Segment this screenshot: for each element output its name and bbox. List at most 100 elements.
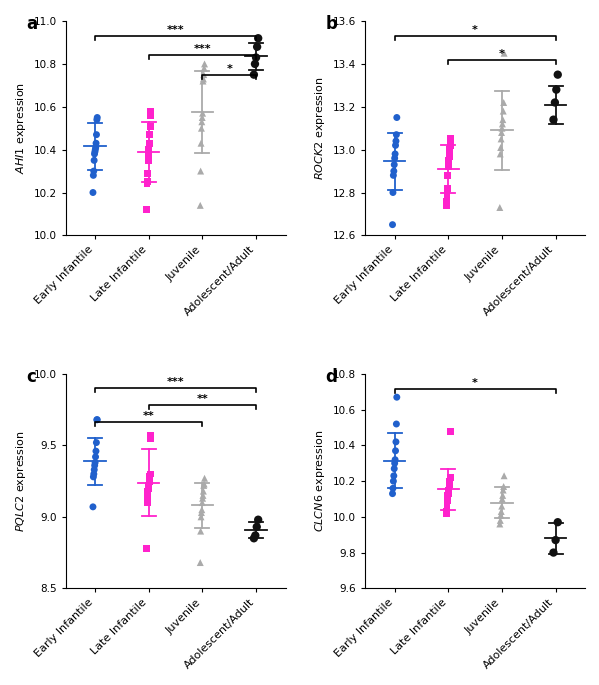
Point (91, 138, 101, 149)
Point (390, 458, 400, 469)
Point (196, 138, 206, 149)
Point (249, 69, 259, 80)
Point (198, 75, 208, 86)
Point (496, 510, 506, 521)
Point (549, 114, 558, 125)
Point (391, 140, 400, 151)
Point (145, 129, 155, 140)
Point (441, 200, 451, 211)
Point (142, 543, 152, 553)
Point (89, 166, 98, 177)
Point (196, 525, 205, 536)
Point (392, 112, 401, 123)
Point (389, 463, 399, 474)
Point (391, 445, 400, 456)
Point (198, 112, 207, 123)
Point (392, 392, 401, 403)
Point (499, 481, 509, 492)
Point (443, 170, 453, 181)
Point (495, 515, 505, 526)
Point (500, 48, 509, 59)
Point (498, 484, 508, 495)
Point (91, 446, 101, 457)
Point (198, 497, 207, 508)
Text: *: * (472, 25, 478, 35)
Point (442, 196, 452, 207)
Y-axis label: $\it{PQLC2}$ expression: $\it{PQLC2}$ expression (14, 430, 28, 532)
Point (90, 457, 100, 468)
Point (250, 530, 260, 541)
Point (196, 123, 206, 134)
Point (88, 501, 98, 512)
Point (90, 147, 99, 158)
Point (442, 506, 452, 517)
Point (445, 475, 455, 486)
Text: *: * (499, 49, 505, 59)
Point (551, 534, 561, 545)
Text: **: ** (196, 394, 208, 404)
Point (195, 200, 205, 211)
Point (197, 504, 207, 515)
Point (388, 483, 398, 494)
Point (388, 187, 398, 198)
Point (143, 490, 152, 501)
Point (196, 166, 205, 177)
Point (90, 149, 99, 160)
Point (92, 112, 102, 123)
Point (146, 121, 155, 132)
Point (389, 170, 398, 181)
Point (92, 129, 101, 140)
Point (446, 134, 455, 145)
Point (199, 473, 209, 484)
Point (144, 138, 154, 149)
Point (146, 110, 155, 121)
Point (92, 114, 102, 125)
Point (253, 33, 263, 44)
Point (496, 142, 506, 153)
Point (146, 105, 156, 116)
Text: a: a (26, 14, 37, 33)
Point (388, 219, 397, 230)
Point (253, 514, 263, 525)
Point (445, 140, 455, 151)
Point (142, 204, 152, 215)
Point (443, 183, 452, 194)
Text: c: c (26, 368, 36, 386)
Y-axis label: $\it{CLCN6}$ expression: $\it{CLCN6}$ expression (313, 430, 328, 532)
Point (443, 490, 453, 501)
Point (497, 123, 507, 134)
Y-axis label: $\it{AHI1}$ expression: $\it{AHI1}$ expression (14, 82, 28, 174)
Point (495, 149, 505, 160)
Point (198, 108, 207, 119)
Point (553, 69, 562, 80)
Point (444, 151, 454, 162)
Point (497, 127, 506, 138)
Point (89, 469, 99, 479)
Point (199, 69, 208, 80)
Text: **: ** (143, 411, 155, 421)
Point (392, 129, 401, 140)
Point (146, 430, 156, 441)
Point (444, 484, 453, 495)
Point (199, 58, 209, 69)
Point (443, 161, 453, 172)
Point (91, 142, 101, 153)
Point (499, 97, 509, 108)
Point (391, 136, 401, 147)
Point (498, 105, 508, 116)
Point (145, 469, 155, 479)
Point (444, 479, 454, 490)
Point (498, 119, 507, 129)
Point (144, 475, 154, 486)
Point (497, 501, 507, 512)
Point (144, 483, 153, 494)
Point (252, 41, 262, 52)
Point (553, 516, 562, 527)
Point (446, 425, 455, 436)
Point (388, 488, 397, 499)
Point (196, 507, 206, 518)
Point (197, 116, 207, 127)
Point (389, 475, 398, 486)
Point (442, 189, 452, 200)
Text: *: * (472, 378, 478, 388)
